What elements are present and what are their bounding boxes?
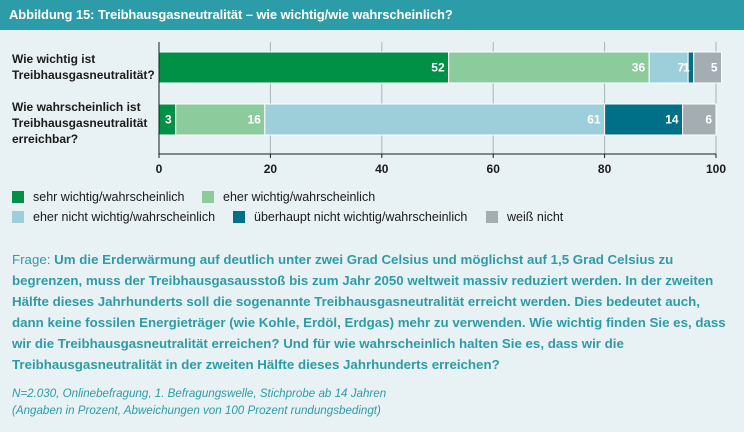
bar-segment: [448, 51, 650, 84]
footnote-line-2: (Angaben in Prozent, Abweichungen von 10…: [12, 404, 381, 417]
x-tick-label: 0: [156, 162, 163, 176]
bar-segment: [693, 51, 723, 84]
legend-swatch: [202, 191, 214, 203]
x-tick-label: 40: [375, 162, 389, 176]
legend-item-eher: eher wichtig/wahrscheinlich: [202, 190, 375, 204]
data-label: 16: [247, 113, 261, 127]
legend-item-weiss-nicht: weiß nicht: [486, 210, 563, 224]
data-label: 7: [677, 61, 684, 75]
legend-label: eher wichtig/wahrscheinlich: [223, 190, 376, 204]
legend-item-sehr: sehr wichtig/wahrscheinlich: [12, 190, 184, 204]
question-prefix: Frage:: [12, 252, 51, 267]
legend-label: eher nicht wichtig/wahrscheinlich: [33, 210, 216, 224]
legend-swatch: [486, 211, 498, 223]
bar-segment: [158, 51, 450, 84]
legend-label: sehr wichtig/wahrscheinlich: [33, 190, 185, 204]
category-label: Wie wahrscheinlich ist: [12, 100, 141, 114]
survey-question: Frage: Um die Erderwärmung auf deutlich …: [12, 249, 734, 375]
x-tick-label: 80: [598, 162, 612, 176]
legend-swatch: [12, 211, 24, 223]
data-label: 52: [431, 61, 445, 75]
bar-segment: [175, 103, 266, 136]
data-label: 1: [683, 61, 690, 75]
legend-label: überhaupt nicht wichtig/wahrscheinlich: [254, 210, 468, 224]
legend-swatch: [233, 211, 245, 223]
x-tick-label: 20: [264, 162, 278, 176]
category-label: erreichbar?: [12, 132, 78, 146]
data-label: 3: [165, 113, 172, 127]
bar-segment: [682, 103, 717, 136]
x-tick-label: 60: [487, 162, 501, 176]
data-label: 36: [632, 61, 646, 75]
figure-title: Abbildung 15: Treibhausgasneutralität – …: [9, 7, 453, 22]
question-text: Um die Erderwärmung auf deutlich unter z…: [12, 252, 726, 372]
data-label: 5: [711, 61, 718, 75]
x-tick-label: 100: [706, 162, 726, 176]
category-label: Treibhausgasneutralität?: [12, 68, 155, 82]
legend-swatch: [12, 191, 24, 203]
bar-segment: [604, 103, 684, 136]
legend-item-ueberhaupt-nicht: überhaupt nicht wichtig/wahrscheinlich: [233, 210, 467, 224]
legend-item-eher-nicht: eher nicht wichtig/wahrscheinlich: [12, 210, 215, 224]
footnote-line-1: N=2.030, Onlinebefragung, 1. Befragungsw…: [12, 387, 387, 400]
category-label: Treibhausgasneutralität: [12, 116, 147, 130]
data-label: 14: [665, 113, 679, 127]
figure-header: Abbildung 15: Treibhausgasneutralität – …: [0, 0, 744, 30]
category-label: Wie wichtig ist: [12, 52, 95, 66]
data-label: 6: [705, 113, 712, 127]
legend-label: weiß nicht: [507, 210, 564, 224]
footnote: N=2.030, Onlinebefragung, 1. Befragungsw…: [12, 385, 734, 419]
bar-segment: [264, 103, 606, 136]
data-label: 61: [587, 113, 601, 127]
